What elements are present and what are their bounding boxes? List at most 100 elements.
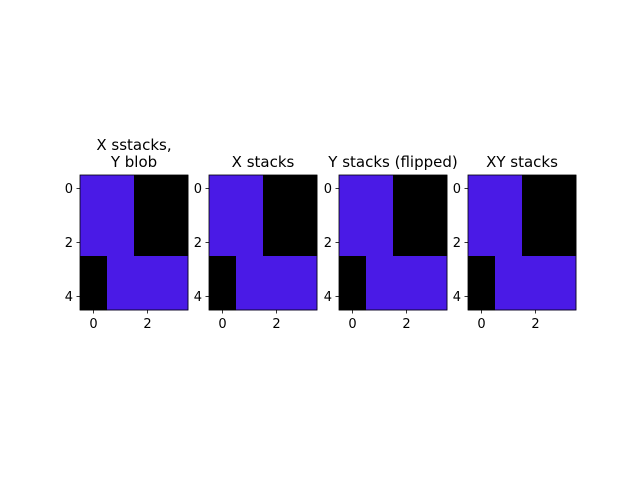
heatmap-cell	[393, 229, 421, 257]
heatmap-cell	[134, 202, 162, 230]
heatmap-cell	[263, 283, 291, 311]
heatmap-cell	[161, 283, 189, 311]
chart-title: Y stacks (flipped)	[327, 153, 457, 171]
heatmap-cell	[339, 283, 367, 311]
heatmap-cell	[236, 283, 264, 311]
heatmap-cell	[107, 283, 135, 311]
heatmap-cell	[468, 283, 496, 311]
heatmap-cell	[366, 283, 394, 311]
heatmap-cell	[209, 256, 237, 284]
x-tick-label: 0	[348, 317, 356, 332]
y-tick-label: 4	[194, 290, 202, 305]
heatmap-cell	[263, 175, 291, 203]
chart-title: X sstacks, Y blob	[96, 136, 171, 171]
heatmap-cell	[522, 175, 550, 203]
heatmap-cell	[263, 202, 291, 230]
y-tick-label: 0	[453, 182, 461, 197]
x-tick-label: 0	[477, 317, 485, 332]
y-tick-label: 0	[65, 182, 73, 197]
y-tick-label: 0	[194, 182, 202, 197]
x-tick-label: 0	[218, 317, 226, 332]
heatmap-cell	[495, 175, 523, 203]
heatmap-cell	[290, 202, 318, 230]
heatmap-cell	[393, 202, 421, 230]
heatmap-cell	[468, 256, 496, 284]
heatmap-cell	[420, 229, 448, 257]
heatmap-cell	[366, 256, 394, 284]
heatmap-cell	[522, 283, 550, 311]
y-tick-label: 4	[453, 290, 461, 305]
y-tick-label: 0	[324, 182, 332, 197]
heatmap-cell	[107, 229, 135, 257]
x-tick-label: 2	[402, 317, 410, 332]
y-tick-label: 4	[324, 290, 332, 305]
heatmap-cell	[339, 229, 367, 257]
heatmap-cell	[420, 256, 448, 284]
heatmap-cell	[495, 283, 523, 311]
heatmap-cell	[290, 256, 318, 284]
heatmap-cell	[549, 202, 577, 230]
y-tick-label: 2	[194, 236, 202, 251]
heatmap-cell	[468, 175, 496, 203]
heatmap-cell	[161, 175, 189, 203]
heatmap-cell	[236, 175, 264, 203]
heatmap-cell	[549, 283, 577, 311]
heatmap-cell	[339, 175, 367, 203]
heatmap-cell	[107, 256, 135, 284]
chart-title: XY stacks	[486, 153, 558, 171]
heatmap-cell	[209, 283, 237, 311]
heatmap-cell	[80, 175, 108, 203]
heatmap-cell	[366, 175, 394, 203]
heatmap-cell	[549, 256, 577, 284]
heatmap-cell	[522, 229, 550, 257]
heatmap-cell	[80, 256, 108, 284]
heatmap-cell	[290, 229, 318, 257]
heatmap-cell	[522, 202, 550, 230]
heatmap-cell	[161, 256, 189, 284]
heatmap-cell	[549, 175, 577, 203]
heatmap-cell	[339, 256, 367, 284]
heatmap-cell	[468, 229, 496, 257]
heatmap-cell	[290, 175, 318, 203]
heatmap-cell	[161, 229, 189, 257]
heatmap-cell	[468, 202, 496, 230]
heatmap-cell	[236, 202, 264, 230]
heatmap-cell	[263, 256, 291, 284]
heatmap-cell	[80, 283, 108, 311]
heatmap-cell	[420, 283, 448, 311]
heatmap-cell	[366, 202, 394, 230]
heatmap-cell	[393, 256, 421, 284]
x-tick-label: 2	[272, 317, 280, 332]
heatmap-cell	[209, 202, 237, 230]
x-tick-label: 2	[143, 317, 151, 332]
heatmap-cell	[420, 202, 448, 230]
heatmap-cell	[549, 229, 577, 257]
heatmap-cell	[161, 202, 189, 230]
heatmap-cell	[263, 229, 291, 257]
heatmap-cell	[107, 202, 135, 230]
x-tick-label: 0	[89, 317, 97, 332]
heatmap-cell	[134, 283, 162, 311]
heatmap-cell	[80, 229, 108, 257]
y-tick-label: 2	[453, 236, 461, 251]
heatmap-cell	[209, 229, 237, 257]
heatmap-cell	[236, 229, 264, 257]
y-tick-label: 2	[65, 236, 73, 251]
heatmap-cell	[236, 256, 264, 284]
heatmap-cell	[522, 256, 550, 284]
heatmap-cell	[495, 256, 523, 284]
heatmap-cell	[80, 202, 108, 230]
heatmap-cell	[290, 283, 318, 311]
x-tick-label: 2	[531, 317, 539, 332]
heatmap-cell	[209, 175, 237, 203]
heatmap-cell	[339, 202, 367, 230]
heatmap-cell	[134, 229, 162, 257]
heatmap-cell	[107, 175, 135, 203]
y-tick-label: 4	[65, 290, 73, 305]
heatmap-cell	[393, 283, 421, 311]
heatmap-cell	[420, 175, 448, 203]
heatmap-cell	[495, 202, 523, 230]
y-tick-label: 2	[324, 236, 332, 251]
heatmap-cell	[134, 175, 162, 203]
